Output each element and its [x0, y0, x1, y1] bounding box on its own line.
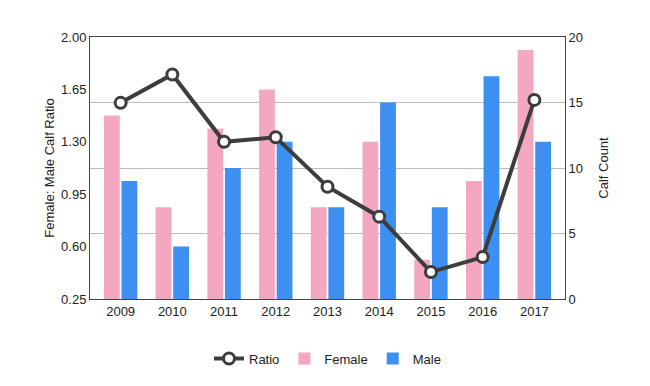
svg-text:2015: 2015 — [416, 304, 445, 319]
svg-text:0.60: 0.60 — [61, 239, 86, 254]
svg-text:0: 0 — [569, 292, 576, 307]
svg-text:Female: Male Calf Ratio: Female: Male Calf Ratio — [42, 98, 57, 237]
svg-text:0.25: 0.25 — [61, 292, 86, 307]
svg-text:10: 10 — [569, 161, 583, 176]
svg-text:Ratio: Ratio — [249, 352, 279, 367]
svg-text:20: 20 — [569, 30, 583, 45]
svg-text:1.65: 1.65 — [61, 82, 86, 97]
svg-text:2016: 2016 — [468, 304, 497, 319]
svg-text:2017: 2017 — [520, 304, 549, 319]
svg-text:Calf Count: Calf Count — [596, 137, 611, 199]
svg-text:2014: 2014 — [365, 304, 394, 319]
svg-text:2011: 2011 — [210, 304, 238, 319]
svg-text:0.95: 0.95 — [61, 187, 86, 202]
svg-text:15: 15 — [569, 95, 583, 110]
svg-text:2.00: 2.00 — [61, 30, 86, 45]
svg-text:2009: 2009 — [106, 304, 135, 319]
svg-text:2012: 2012 — [261, 304, 290, 319]
svg-text:2013: 2013 — [313, 304, 342, 319]
svg-text:Male: Male — [413, 352, 441, 367]
svg-text:2010: 2010 — [158, 304, 187, 319]
svg-text:Female: Female — [324, 352, 367, 367]
svg-text:5: 5 — [569, 226, 576, 241]
svg-text:1.30: 1.30 — [61, 134, 86, 149]
